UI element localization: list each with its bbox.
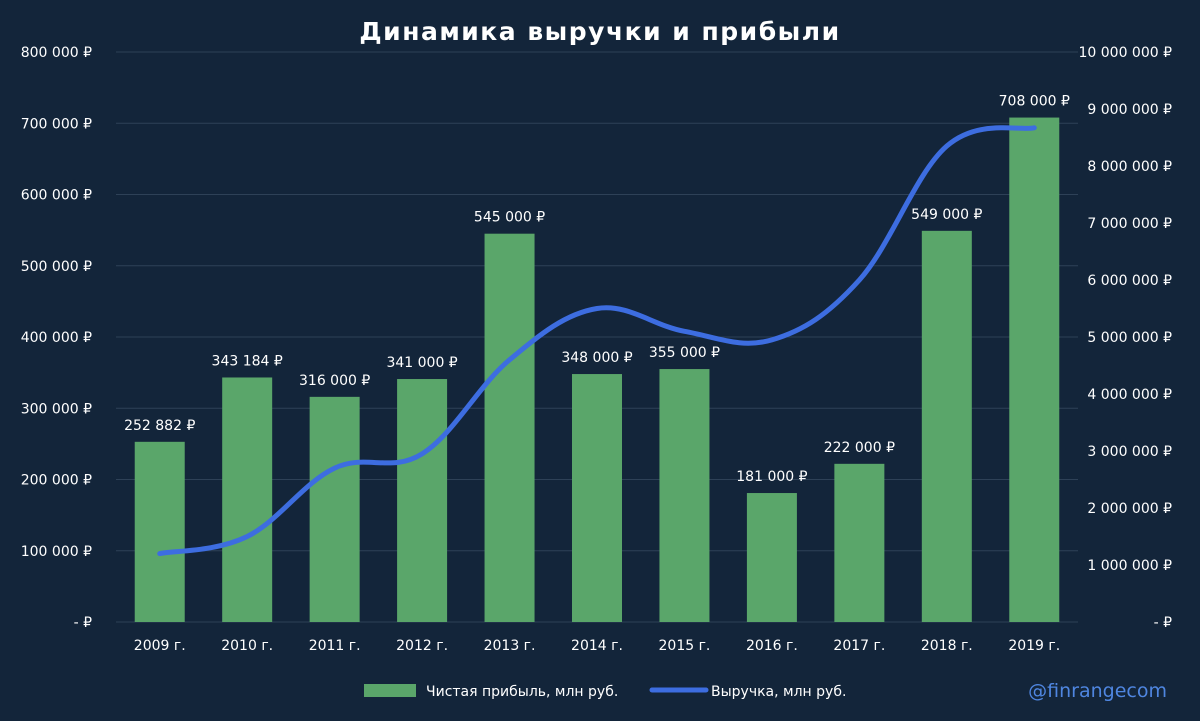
y-left-tick-label: 200 000 ₽ xyxy=(21,473,92,489)
y-left-tick-label: 800 000 ₽ xyxy=(21,45,92,61)
y-right-tick-label: 8 000 000 ₽ xyxy=(1087,159,1172,175)
bar-data-label: 222 000 ₽ xyxy=(824,440,895,456)
y-right-tick-label: - ₽ xyxy=(1154,615,1173,631)
bar-series xyxy=(134,117,1060,623)
bar-data-label: 355 000 ₽ xyxy=(649,345,720,361)
line-series xyxy=(157,125,1037,557)
bar xyxy=(659,369,710,622)
y-right-tick-label: 5 000 000 ₽ xyxy=(1087,330,1172,346)
bar xyxy=(572,374,622,622)
bar xyxy=(1009,117,1060,623)
chart-title: Динамика выручки и прибыли xyxy=(359,17,840,46)
bar-data-label: 708 000 ₽ xyxy=(999,94,1070,110)
y-right-tick-label: 4 000 000 ₽ xyxy=(1087,387,1172,403)
x-axis: 2009 г. 2010 г. 2011 г. 2012 г. 2013 г. 2014 … xyxy=(134,638,1060,654)
x-tick-label: 2009 г. xyxy=(134,638,186,654)
y-right-tick-label: 6 000 000 ₽ xyxy=(1087,273,1172,289)
x-tick-label: 2012 г. xyxy=(396,638,448,654)
revenue-line xyxy=(157,125,1037,557)
y-right-tick-label: 2 000 000 ₽ xyxy=(1087,501,1172,517)
y-left-tick-label: 700 000 ₽ xyxy=(21,116,92,132)
x-tick-label: 2014 г. xyxy=(571,638,623,654)
x-tick-label: 2010 г. xyxy=(221,638,273,654)
legend: Чистая прибыль, млн руб. Выручка, млн ру… xyxy=(364,684,846,700)
y-left-tick-label: 600 000 ₽ xyxy=(21,188,92,204)
watermark: @finrangecom xyxy=(1028,680,1167,702)
y-left-tick-label: 500 000 ₽ xyxy=(21,259,92,275)
bar xyxy=(746,493,797,622)
x-tick-label: 2017 г. xyxy=(833,638,885,654)
bar xyxy=(834,463,885,622)
y-left-tick-label: 400 000 ₽ xyxy=(21,330,92,346)
y-axis-left: - ₽ 100 000 ₽ 200 000 ₽ 300 000 ₽ 400 000 ₽ 5… xyxy=(21,45,92,631)
bar xyxy=(397,379,448,622)
bar-data-label: 343 184 ₽ xyxy=(212,353,283,369)
y-right-tick-label: 1 000 000 ₽ xyxy=(1087,558,1172,574)
y-right-tick-label: 9 000 000 ₽ xyxy=(1087,102,1172,118)
grid-lines xyxy=(116,51,1078,623)
bar xyxy=(222,377,273,622)
x-tick-label: 2016 г. xyxy=(746,638,798,654)
x-tick-label: 2013 г. xyxy=(484,638,536,654)
legend-label-line: Выручка, млн руб. xyxy=(711,684,846,700)
bar-data-label: 181 000 ₽ xyxy=(736,469,807,485)
legend-swatch-bar xyxy=(364,684,416,697)
bar-data-label: 316 000 ₽ xyxy=(299,373,370,389)
y-right-tick-label: 3 000 000 ₽ xyxy=(1087,444,1172,460)
x-tick-label: 2019 г. xyxy=(1008,638,1060,654)
y-left-tick-label: - ₽ xyxy=(74,615,93,631)
bar-data-label: 252 882 ₽ xyxy=(124,418,195,434)
y-axis-right: - ₽ 1 000 000 ₽ 2 000 000 ₽ 3 000 000 ₽ 4 00… xyxy=(1078,45,1172,631)
y-left-tick-label: 300 000 ₽ xyxy=(21,401,92,417)
y-left-tick-label: 100 000 ₽ xyxy=(21,544,92,560)
bar-data-label: 348 000 ₽ xyxy=(561,350,632,366)
x-tick-label: 2015 г. xyxy=(659,638,711,654)
data-labels: 252 882 ₽ 343 184 ₽ 316 000 ₽ 341 000 ₽ 545 … xyxy=(124,94,1070,485)
bar xyxy=(921,230,972,622)
x-tick-label: 2018 г. xyxy=(921,638,973,654)
legend-label-bar: Чистая прибыль, млн руб. xyxy=(426,684,618,700)
bar xyxy=(484,233,535,622)
bar xyxy=(309,396,360,622)
bar-data-label: 545 000 ₽ xyxy=(474,210,545,226)
y-right-tick-label: 10 000 000 ₽ xyxy=(1078,45,1172,61)
y-right-tick-label: 7 000 000 ₽ xyxy=(1087,216,1172,232)
bar-data-label: 549 000 ₽ xyxy=(911,207,982,223)
bar xyxy=(134,441,185,622)
bar-data-label: 341 000 ₽ xyxy=(386,355,457,371)
x-tick-label: 2011 г. xyxy=(309,638,361,654)
